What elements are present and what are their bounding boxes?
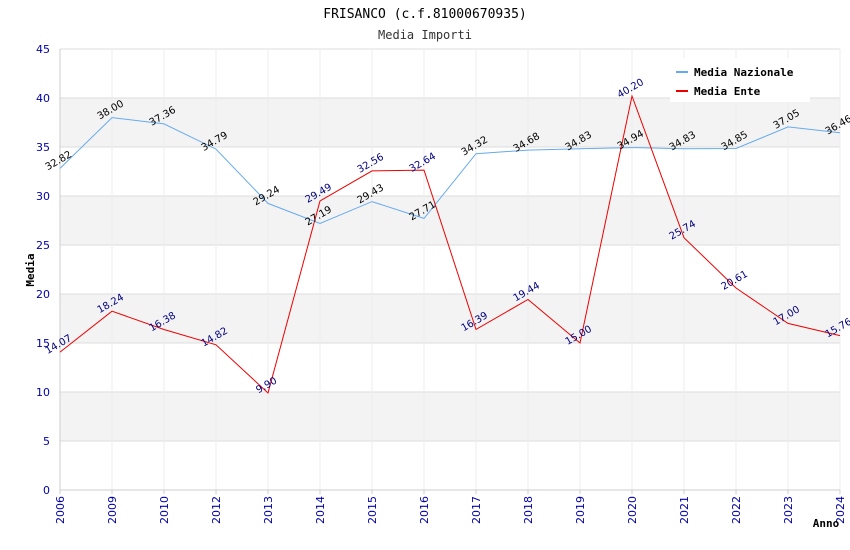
legend-box	[670, 58, 810, 102]
y-tick-label: 0	[43, 484, 50, 497]
y-tick-label: 45	[36, 43, 50, 56]
chart-title: FRISANCO (c.f.81000670935)	[323, 7, 527, 22]
x-tick-label: 2014	[314, 496, 327, 524]
grid-band	[60, 98, 840, 147]
data-label: 40.20	[616, 77, 646, 101]
y-tick-label: 5	[43, 435, 50, 448]
background-bands	[60, 98, 840, 441]
x-tick-label: 2023	[782, 496, 795, 524]
y-tick-label: 30	[36, 190, 50, 203]
x-tick-label: 2021	[678, 496, 691, 524]
data-label: 20.61	[720, 269, 750, 293]
x-tick-label: 2017	[470, 496, 483, 524]
x-tick-label: 2022	[730, 496, 743, 524]
x-axis-label: Anno	[813, 517, 840, 530]
series-lines	[59, 94, 841, 394]
grid-band	[60, 294, 840, 343]
y-tick-label: 35	[36, 141, 50, 154]
x-tick-label: 2024	[834, 496, 847, 524]
y-tick-label: 20	[36, 288, 50, 301]
y-tick-label: 25	[36, 239, 50, 252]
x-tick-label: 2019	[574, 496, 587, 524]
x-tick-label: 2010	[158, 496, 171, 524]
x-tick-label: 2016	[418, 496, 431, 524]
x-tick-label: 2013	[262, 496, 275, 524]
legend: Media Nazionale Media Ente	[670, 58, 810, 102]
x-tick-label: 2015	[366, 496, 379, 524]
chart-subtitle: Media Importi	[378, 28, 472, 42]
y-tick-label: 40	[36, 92, 50, 105]
data-label: 32.64	[408, 151, 438, 175]
x-tick-label: 2020	[626, 496, 639, 524]
y-tick-label: 15	[36, 337, 50, 350]
grid-band	[60, 196, 840, 245]
series-line-media-ente	[59, 94, 841, 394]
legend-label: Media Ente	[694, 85, 761, 98]
x-tick-label: 2006	[54, 496, 67, 524]
legend-label: Media Nazionale	[694, 66, 794, 79]
y-axis-label: Media	[24, 253, 37, 286]
x-tick-label: 2018	[522, 496, 535, 524]
x-tick-label: 2012	[210, 496, 223, 524]
grid-band	[60, 392, 840, 441]
x-tick-label: 2009	[106, 496, 119, 524]
series-line-media-nazionale	[59, 117, 841, 225]
y-tick-label: 10	[36, 386, 50, 399]
axes: 0 5 10 15 20 25 30 35 40 45 2006 2009 2010 2012 2013 20…	[36, 43, 847, 524]
